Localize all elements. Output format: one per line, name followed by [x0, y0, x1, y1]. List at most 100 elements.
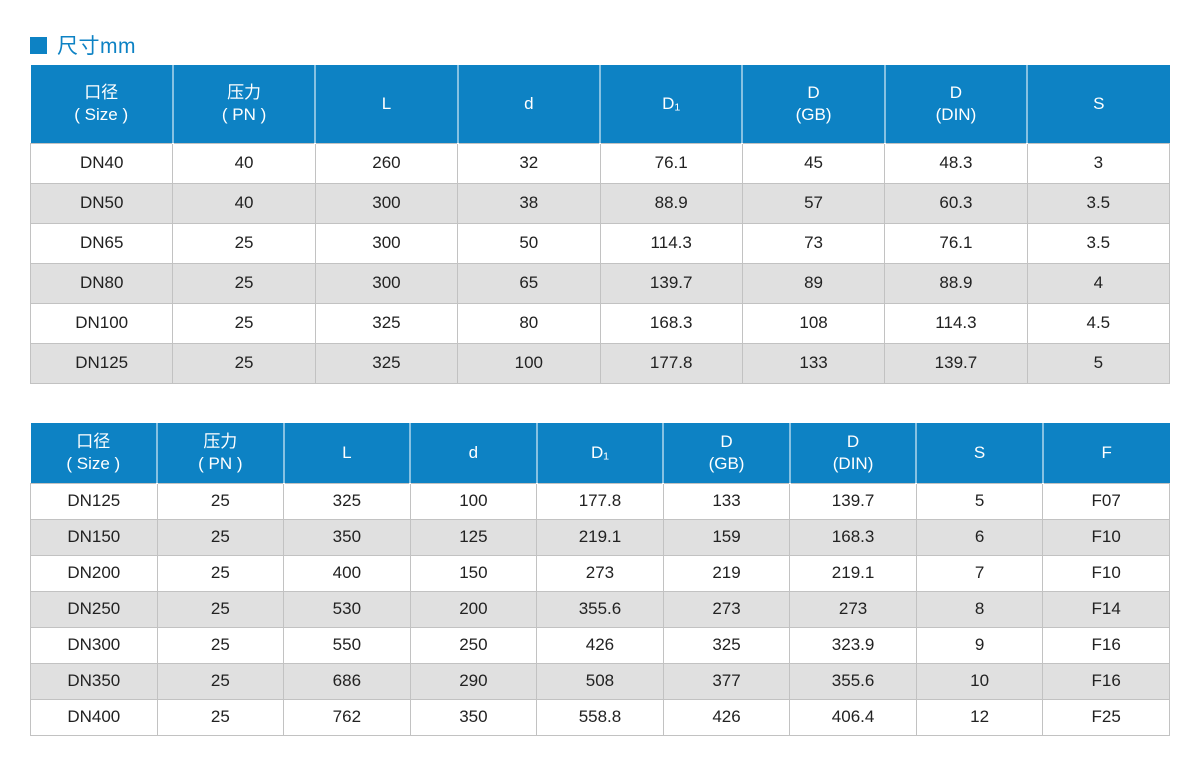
table-cell: 250: [409, 626, 538, 664]
table-cell: F16: [1042, 662, 1170, 700]
table-cell: DN40: [29, 142, 174, 184]
table-cell: 260: [314, 142, 459, 184]
table-cell: 40: [172, 142, 316, 184]
table-cell: 325: [662, 626, 791, 664]
table-cell: 25: [156, 698, 285, 736]
table-cell: 355.6: [536, 590, 664, 628]
table-cell: 530: [283, 590, 411, 628]
table-cell: 25: [156, 590, 285, 628]
table-cell: 550: [283, 626, 411, 664]
table-row: DN150 25 350 125 219.1 159 168.3 6 F10: [30, 518, 1170, 556]
table-cell: DN350: [30, 662, 158, 700]
table-cell: DN100: [29, 302, 174, 344]
table-cell: 9: [915, 626, 1044, 664]
table-cell: F07: [1042, 482, 1170, 520]
table-cell: 290: [409, 662, 538, 700]
header-row: 口径 ( Size ) 压力 ( PN ) L d D₁ D (GB) D (D…: [30, 65, 1170, 143]
table-cell: 100: [457, 342, 601, 384]
table-cell: 355.6: [789, 662, 917, 700]
table-cell: DN65: [29, 222, 174, 264]
table-cell: 273: [789, 590, 917, 628]
table-cell: 300: [314, 182, 459, 224]
table-cell: 325: [314, 342, 459, 384]
table-cell: 686: [283, 662, 411, 700]
table-cell: 3.5: [1026, 222, 1171, 264]
table-cell: 325: [283, 482, 411, 520]
table-row: DN250 25 530 200 355.6 273 273 8 F14: [30, 590, 1170, 628]
column-header-d-din: D (DIN): [789, 423, 918, 483]
column-header-l: L: [283, 423, 412, 483]
table-cell: 25: [172, 262, 316, 304]
table-cell: 219.1: [536, 518, 664, 556]
table-cell: 300: [314, 262, 459, 304]
table-cell: 325: [314, 302, 459, 344]
table-cell: 50: [457, 222, 601, 264]
table-cell: 406.4: [789, 698, 917, 736]
table-cell: 3: [1026, 142, 1171, 184]
table-cell: 150: [409, 554, 538, 592]
table-cell: 426: [536, 626, 664, 664]
column-header-pn: 压力 ( PN ): [157, 423, 285, 483]
table-cell: 6: [915, 518, 1044, 556]
table-cell: DN150: [30, 518, 158, 556]
table-row: DN200 25 400 150 273 219 219.1 7 F10: [30, 554, 1170, 592]
table-cell: 89: [741, 262, 886, 304]
table-cell: F10: [1042, 518, 1170, 556]
table-cell: 25: [172, 302, 316, 344]
table-cell: 80: [457, 302, 601, 344]
table-cell: 350: [409, 698, 538, 736]
table-row: DN100 25 325 80 168.3 108 114.3 4.5: [29, 302, 1171, 344]
table-cell: 139.7: [884, 342, 1028, 384]
table-cell: 177.8: [599, 342, 743, 384]
column-header-s: S: [1027, 65, 1170, 143]
table-cell: 168.3: [789, 518, 917, 556]
table-cell: 108: [741, 302, 886, 344]
table-cell: F14: [1042, 590, 1170, 628]
table-cell: 4: [1026, 262, 1171, 304]
page-title: 尺寸mm: [57, 35, 136, 58]
table-cell: DN125: [29, 342, 174, 384]
table-cell: 125: [409, 518, 538, 556]
table-cell: 25: [156, 554, 285, 592]
table-cell: 7: [915, 554, 1044, 592]
dimensions-table-1: 口径 ( Size ) 压力 ( PN ) L d D₁ D (GB) D (D…: [29, 65, 1171, 384]
table-cell: 139.7: [599, 262, 743, 304]
column-header-d-din: D (DIN): [884, 65, 1029, 143]
column-header-s: S: [916, 423, 1044, 483]
table-cell: 273: [662, 590, 791, 628]
column-header-size: 口径 ( Size ): [30, 65, 174, 143]
column-header-d-gb: D (GB): [742, 65, 886, 143]
dimensions-table-2: 口径 ( Size ) 压力 ( PN ) L d D₁ D (GB) D (D…: [30, 423, 1170, 736]
section-title: 尺寸mm: [30, 30, 136, 60]
table-cell: 25: [156, 482, 285, 520]
table-cell: 60.3: [884, 182, 1028, 224]
table-cell: 12: [915, 698, 1044, 736]
column-header-d: d: [410, 423, 538, 483]
column-header-pn: 压力 ( PN ): [172, 65, 317, 143]
table-row: DN125 25 325 100 177.8 133 139.7 5 F07: [30, 482, 1170, 520]
table-cell: 400: [283, 554, 411, 592]
table-cell: DN125: [30, 482, 158, 520]
table-cell: 45: [741, 142, 886, 184]
table-cell: F16: [1042, 626, 1170, 664]
table-cell: 200: [409, 590, 538, 628]
table-cell: 48.3: [884, 142, 1028, 184]
table-cell: 139.7: [789, 482, 917, 520]
table-row: DN400 25 762 350 558.8 426 406.4 12 F25: [30, 698, 1170, 736]
table-cell: 25: [156, 518, 285, 556]
table-row: DN125 25 325 100 177.8 133 139.7 5: [29, 342, 1171, 384]
table-cell: 508: [536, 662, 664, 700]
column-header-f: F: [1042, 423, 1170, 483]
table-cell: 73: [741, 222, 886, 264]
column-header-d1: D₁: [536, 423, 665, 483]
table-cell: 4.5: [1026, 302, 1171, 344]
table-cell: 114.3: [884, 302, 1028, 344]
table-cell: 88.9: [599, 182, 743, 224]
table-cell: 76.1: [884, 222, 1028, 264]
table-row: DN40 40 260 32 76.1 45 48.3 3: [29, 142, 1171, 184]
table-cell: DN250: [30, 590, 158, 628]
column-header-d1: D₁: [600, 65, 744, 143]
table-cell: 100: [409, 482, 538, 520]
table-cell: 88.9: [884, 262, 1028, 304]
